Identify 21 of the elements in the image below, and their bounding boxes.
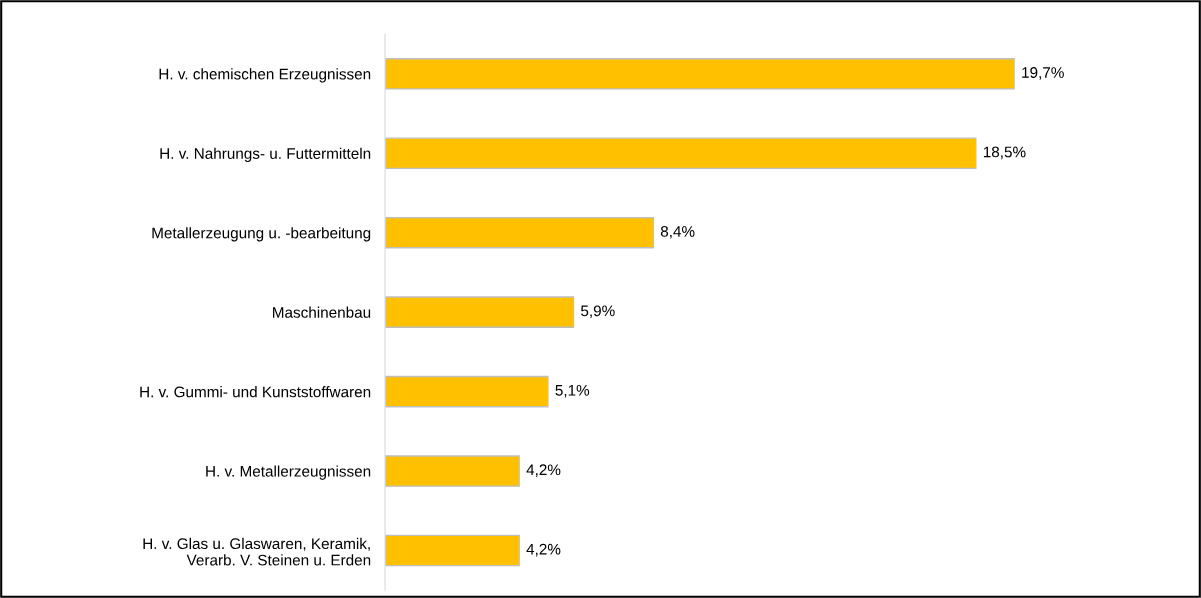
data-label: 4,2% (526, 464, 561, 477)
data-label: 4,2% (526, 543, 561, 557)
y-tick-label: H. v. Metallerzeugnissen (206, 465, 371, 480)
data-label: 5,1% (555, 384, 590, 398)
data-label: 5,9% (581, 305, 615, 319)
data-label: 19,7% (1022, 67, 1064, 80)
y-tick-label: H. v. chemischen Erzeugnissen (159, 68, 371, 83)
bar (385, 375, 549, 408)
y-tick-label: H. v. Gummi- und Kunststoffwaren (140, 386, 371, 398)
data-label: 18,5% (983, 146, 1026, 160)
bar (385, 216, 654, 249)
bar (385, 534, 520, 567)
bar (385, 455, 520, 487)
bar (385, 58, 1015, 90)
y-tick-label: Metallerzeugung u. -bearbeitung (152, 227, 371, 242)
y-tick-label: Maschinenbau (273, 306, 371, 318)
data-label: 8,4% (660, 225, 695, 239)
y-tick-label: H. v. Nahrungs- u. Futtermitteln (160, 147, 371, 162)
bar (385, 296, 575, 328)
bar (385, 137, 977, 170)
y-tick-label: H. v. Glas u. Glaswaren, Keramik, Verarb. V. Steinen u. Erden (143, 537, 371, 566)
